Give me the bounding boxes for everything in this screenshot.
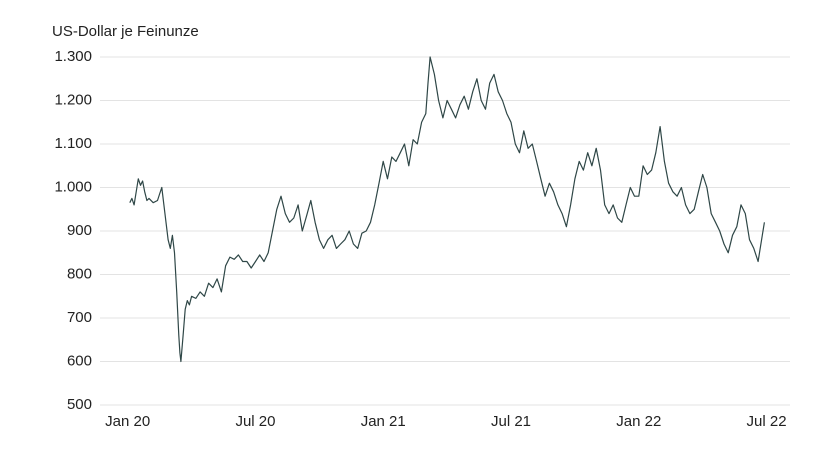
x-tick-label: Jan 22	[616, 413, 661, 430]
line	[129, 56, 765, 363]
y-tick-label: 1.300	[54, 48, 92, 65]
x-tick-label: Jan 20	[105, 413, 150, 430]
x-tick-label: Jan 21	[361, 413, 406, 430]
x-tick-label: Jul 21	[491, 413, 531, 430]
x-tick-label: Jul 22	[747, 413, 787, 430]
y-tick-label: 800	[67, 265, 92, 282]
y-axis-title: US-Dollar je Feinunze	[52, 23, 199, 40]
y-tick-label: 500	[67, 396, 92, 413]
x-tick-label: Jul 20	[235, 413, 275, 430]
y-tick-label: 1.100	[54, 135, 92, 152]
y-tick-label: 700	[67, 309, 92, 326]
y-tick-label: 900	[67, 222, 92, 239]
y-tick-label: 600	[67, 352, 92, 369]
y-tick-label: 1.000	[54, 178, 92, 195]
y-tick-label: 1.200	[54, 91, 92, 108]
